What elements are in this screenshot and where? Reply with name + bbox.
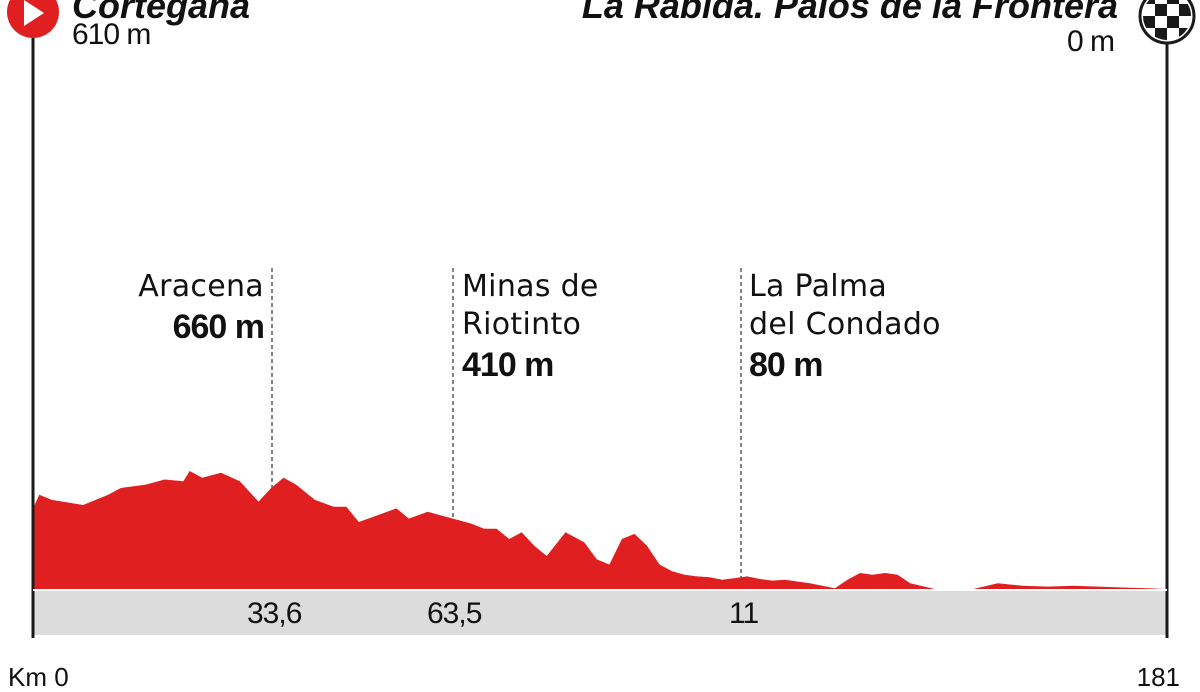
waypoint-la-palma-del-condado: La Palma del Condado 80 m [749,269,941,384]
waypoint-name-line-2: Riotinto [462,307,582,342]
start-town-name: Cortegana [72,0,251,26]
waypoint-name-line-1: La Palma [749,269,888,304]
waypoint-altitude: 410 m [462,346,554,384]
distance-label: 63,5 [427,597,482,630]
waypoint-name: Aracena [138,269,264,304]
waypoint-aracena: Aracena 660 m [138,269,265,346]
waypoint-altitude: 80 m [749,346,823,384]
waypoint-altitude: 660 m [172,308,265,346]
distance-label: 33,6 [247,597,302,630]
checkered-flag-icon [1138,0,1196,45]
elevation-profile-area [33,471,1167,590]
km-start-label: Km 0 [8,662,69,692]
waypoint-name-line-1: Minas de [462,269,599,304]
elevation-profile-chart [7,0,1196,638]
distance-band [33,590,1167,635]
km-end-label: 181 [1136,662,1180,692]
start-altitude: 610 m [72,18,151,51]
waypoint-name-line-2: del Condado [749,307,941,342]
waypoint-minas-de-riotinto: Minas de Riotinto 410 m [462,269,599,384]
finish-town-name: La Rábida. Palos de la Frontera [581,0,1118,26]
finish-altitude: 0 m [1066,25,1115,58]
play-triangle-icon [7,0,59,38]
distance-label: 11 [729,597,759,630]
